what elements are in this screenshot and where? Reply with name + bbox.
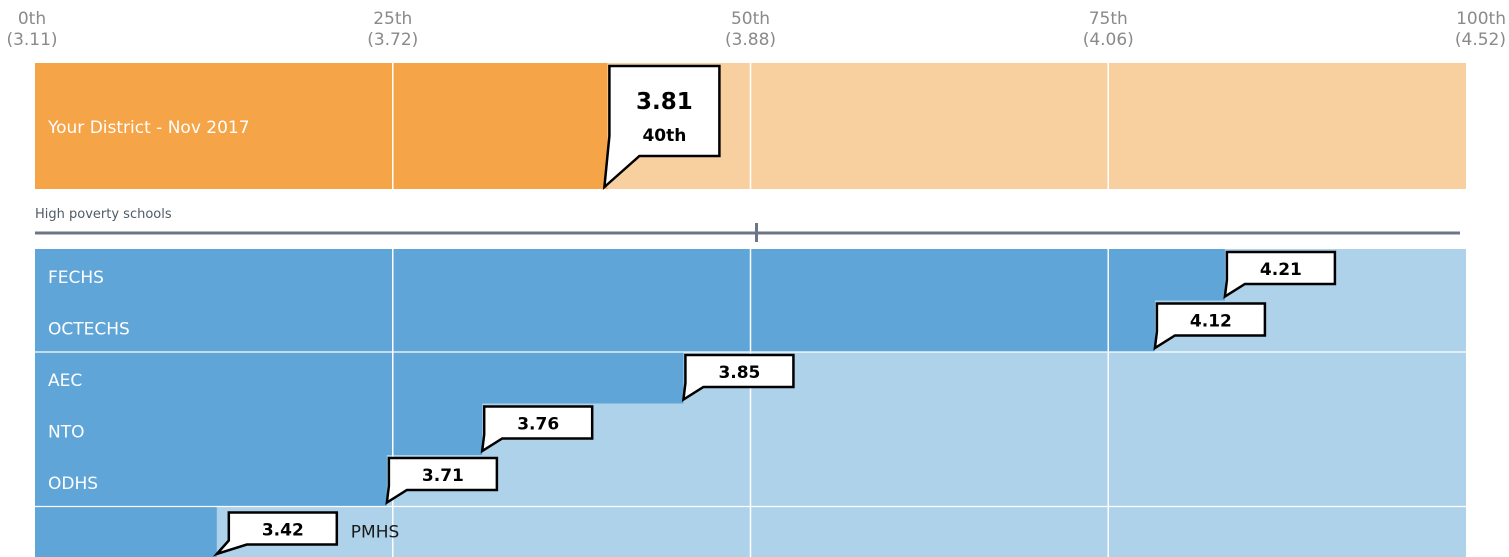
tick-label: 50th <box>731 9 770 29</box>
school-value: 4.21 <box>1260 260 1302 280</box>
tick-value-label: (3.11) <box>6 30 57 50</box>
district-bar <box>35 63 608 189</box>
school-label: NTO <box>48 423 84 443</box>
district-value: 3.81 <box>636 89 693 115</box>
district-callout: 3.81 40th <box>602 64 721 191</box>
callout-box <box>1223 250 1337 299</box>
callout-box <box>480 405 594 454</box>
callout-box <box>1153 302 1267 351</box>
section-divider <box>35 223 1460 242</box>
school-bar <box>35 403 483 455</box>
school-callout: 4.21 <box>1223 250 1337 299</box>
school-value: 3.71 <box>422 466 464 486</box>
tick-value-label: (4.06) <box>1083 30 1134 50</box>
school-callout: 3.71 <box>385 456 499 505</box>
school-value: 3.85 <box>718 363 760 383</box>
axis-ticks: 0th(3.11) 25th(3.72) 50th(3.88) 75th(4.06) 1… <box>6 9 1506 50</box>
tick-value-label: (3.72) <box>367 30 418 50</box>
district-percentile: 40th <box>642 126 686 146</box>
tick-label: 25th <box>373 9 412 29</box>
school-bar <box>35 455 387 507</box>
school-value: 3.76 <box>517 415 559 435</box>
callout-box <box>212 511 339 557</box>
callout-box <box>602 64 721 191</box>
school-label: PMHS <box>351 523 400 543</box>
district-label: Your District - Nov 2017 <box>47 118 250 138</box>
school-callout: 4.12 <box>1153 302 1267 351</box>
tick-value-label: (3.88) <box>725 30 776 50</box>
school-callout: 3.76 <box>480 405 594 454</box>
school-label: FECHS <box>48 268 104 288</box>
school-bar <box>35 249 1225 301</box>
school-label: ODHS <box>48 474 98 494</box>
tick-label: 75th <box>1089 9 1128 29</box>
value-callouts: 3.81 40th 4.21 FECHS 4.12 OCTECHS 3.85 AEC 3.76 N… <box>48 64 1337 557</box>
school-label: OCTECHS <box>48 320 130 340</box>
callout-box <box>681 353 795 402</box>
district-band: Your District - Nov 2017 <box>35 63 1466 189</box>
callout-box <box>385 456 499 505</box>
school-callout: 3.85 <box>681 353 795 402</box>
school-bar <box>35 506 217 557</box>
school-label: AEC <box>48 371 82 391</box>
tick-value-label: (4.52) <box>1455 30 1506 50</box>
school-value: 3.42 <box>262 521 304 541</box>
tick-label: 0th <box>18 9 46 29</box>
school-bar <box>35 352 684 404</box>
schools-band <box>35 249 1466 557</box>
tick-label: 100th <box>1456 9 1506 29</box>
school-callout: 3.42 <box>212 511 339 557</box>
school-bar <box>35 300 1155 352</box>
section-label: High poverty schools <box>35 207 172 222</box>
school-value: 4.12 <box>1190 312 1232 332</box>
